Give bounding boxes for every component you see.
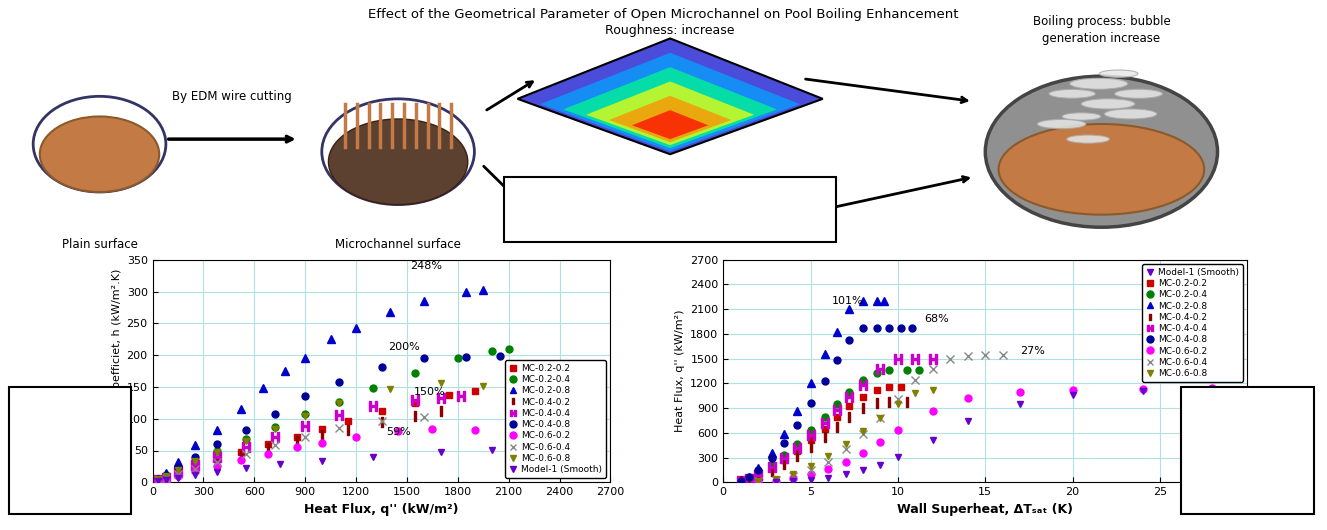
Circle shape: [1070, 78, 1128, 89]
Text: 101%: 101%: [832, 296, 863, 306]
Text: Boiling process: bubble
generation increase: Boiling process: bubble generation incre…: [1032, 15, 1170, 45]
Ellipse shape: [40, 117, 159, 192]
Text: HTC
enhancement: HTC enhancement: [17, 436, 123, 471]
Text: 150%: 150%: [414, 386, 446, 396]
Ellipse shape: [985, 76, 1217, 227]
Circle shape: [1099, 70, 1139, 77]
FancyBboxPatch shape: [504, 177, 836, 242]
Text: 59%: 59%: [386, 427, 411, 437]
Text: 27%: 27%: [1020, 346, 1046, 356]
Text: CHF
enhancement: CHF enhancement: [1194, 436, 1300, 471]
X-axis label: Heat Flux, q'' (kW/m²): Heat Flux, q'' (kW/m²): [304, 503, 459, 516]
Polygon shape: [518, 38, 823, 154]
Polygon shape: [632, 110, 709, 139]
Y-axis label: Heat Flux, q'' (kW/m²): Heat Flux, q'' (kW/m²): [674, 310, 685, 432]
Circle shape: [1082, 99, 1135, 109]
Text: Surface area: increase: Surface area: increase: [600, 198, 740, 211]
Text: Microchannel surface: Microchannel surface: [336, 238, 460, 251]
Polygon shape: [587, 82, 754, 145]
Polygon shape: [609, 96, 731, 142]
Circle shape: [1104, 109, 1157, 119]
Circle shape: [1062, 113, 1101, 120]
Circle shape: [1115, 89, 1162, 99]
Legend: MC-0.2-0.2, MC-0.2-0.4, MC-0.2-0.8, MC-0.4-0.2, MC-0.4-0.4, MC-0.4-0.8, MC-0.6-0: MC-0.2-0.2, MC-0.2-0.4, MC-0.2-0.8, MC-0…: [506, 360, 606, 478]
Ellipse shape: [328, 119, 467, 205]
Text: 200%: 200%: [389, 342, 421, 352]
Circle shape: [1067, 135, 1109, 143]
Text: By EDM wire cutting: By EDM wire cutting: [173, 90, 292, 103]
Text: Plain surface: Plain surface: [61, 238, 138, 251]
Polygon shape: [540, 53, 800, 151]
Text: 248%: 248%: [410, 261, 442, 271]
Ellipse shape: [998, 124, 1204, 215]
Text: Roughness: increase: Roughness: increase: [605, 24, 735, 38]
Ellipse shape: [33, 96, 166, 192]
Text: Effect of the Geometrical Parameter of Open Microchannel on Pool Boiling Enhance: Effect of the Geometrical Parameter of O…: [369, 8, 958, 21]
Legend: Model-1 (Smooth), MC-0.2-0.2, MC-0.2-0.4, MC-0.2-0.8, MC-0.4-0.2, MC-0.4-0.4, MC: Model-1 (Smooth), MC-0.2-0.2, MC-0.2-0.4…: [1143, 264, 1243, 382]
Circle shape: [1048, 90, 1096, 98]
Circle shape: [1038, 119, 1085, 129]
Y-axis label: Heat Transfer Coefficiet, h (kW/m².K): Heat Transfer Coefficiet, h (kW/m².K): [111, 268, 121, 474]
Ellipse shape: [321, 99, 475, 205]
Text: 68%: 68%: [924, 314, 949, 323]
Polygon shape: [564, 67, 778, 148]
X-axis label: Wall Superheat, ΔTₛₐₜ (K): Wall Superheat, ΔTₛₐₜ (K): [897, 503, 1074, 516]
